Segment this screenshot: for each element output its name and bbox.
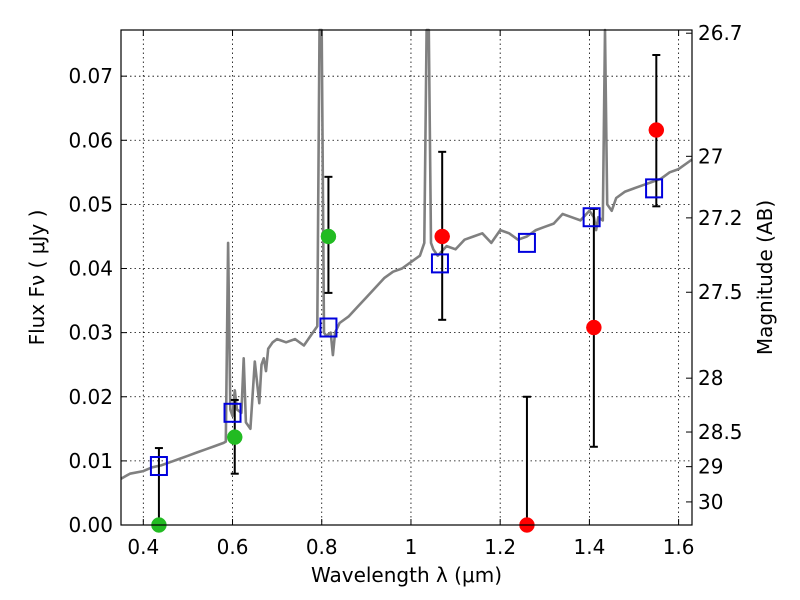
observed-point xyxy=(586,319,602,336)
x-axis-ticks: 0.4 0.6 0.8 1 1.2 1.4 1.6 xyxy=(127,30,695,559)
model-point xyxy=(319,317,338,338)
observed-point xyxy=(227,429,243,445)
x-tick-label: 1.2 xyxy=(484,535,516,559)
y2-tick-label: 30 xyxy=(698,490,723,514)
observed-point xyxy=(434,228,450,245)
x-tick-label: 0.6 xyxy=(217,535,249,559)
y-tick-label: 0.03 xyxy=(68,321,113,345)
y2-tick-label: 28 xyxy=(698,366,723,390)
x-axis-label: Wavelength λ (μm) xyxy=(311,563,502,587)
x-tick-label: 1.6 xyxy=(663,535,695,559)
y-tick-label: 0.07 xyxy=(68,64,113,88)
y2-tick-label: 27.5 xyxy=(698,280,743,304)
y-tick-label: 0.01 xyxy=(68,449,113,473)
y-axis-ticks: 0.00 0.01 0.02 0.03 0.04 0.05 0.06 0.07 xyxy=(68,64,127,537)
plot-frame xyxy=(120,29,693,526)
y2-axis-ticks: 26.7 27 27.2 27.5 28 28.5 29 30 xyxy=(686,21,743,514)
x-tick-label: 1 xyxy=(405,535,418,559)
y-tick-label: 0.00 xyxy=(68,513,113,537)
y2-tick-label: 27 xyxy=(698,144,723,168)
y-tick-label: 0.06 xyxy=(68,128,113,152)
model-point xyxy=(517,232,536,253)
y2-tick-label: 27.2 xyxy=(698,206,743,230)
observed-point xyxy=(648,122,665,138)
y2-tick-label: 26.7 xyxy=(698,21,743,45)
model-layer xyxy=(149,178,664,477)
y-axis-label: Flux Fν ( μJy ) xyxy=(25,210,49,346)
spectrum-layer xyxy=(120,28,693,480)
x-tick-label: 0.8 xyxy=(306,535,338,559)
y-tick-label: 0.04 xyxy=(68,257,113,281)
model-point xyxy=(223,402,242,423)
y-tick-label: 0.05 xyxy=(68,192,113,216)
model-point xyxy=(430,253,449,274)
errorbar-layer xyxy=(154,54,661,526)
x-tick-label: 1.4 xyxy=(573,535,605,559)
grid xyxy=(121,30,692,526)
model-point xyxy=(582,207,601,228)
model-point xyxy=(149,456,168,477)
x-tick-label: 0.4 xyxy=(127,535,159,559)
spectrum-line xyxy=(120,28,693,480)
y2-tick-label: 28.5 xyxy=(698,420,743,444)
y2-tick-label: 29 xyxy=(698,455,723,479)
y-tick-label: 0.02 xyxy=(68,385,113,409)
y2-axis-label: Magnitude (AB) xyxy=(753,200,777,355)
model-point xyxy=(645,178,664,199)
observed-point xyxy=(320,228,337,245)
